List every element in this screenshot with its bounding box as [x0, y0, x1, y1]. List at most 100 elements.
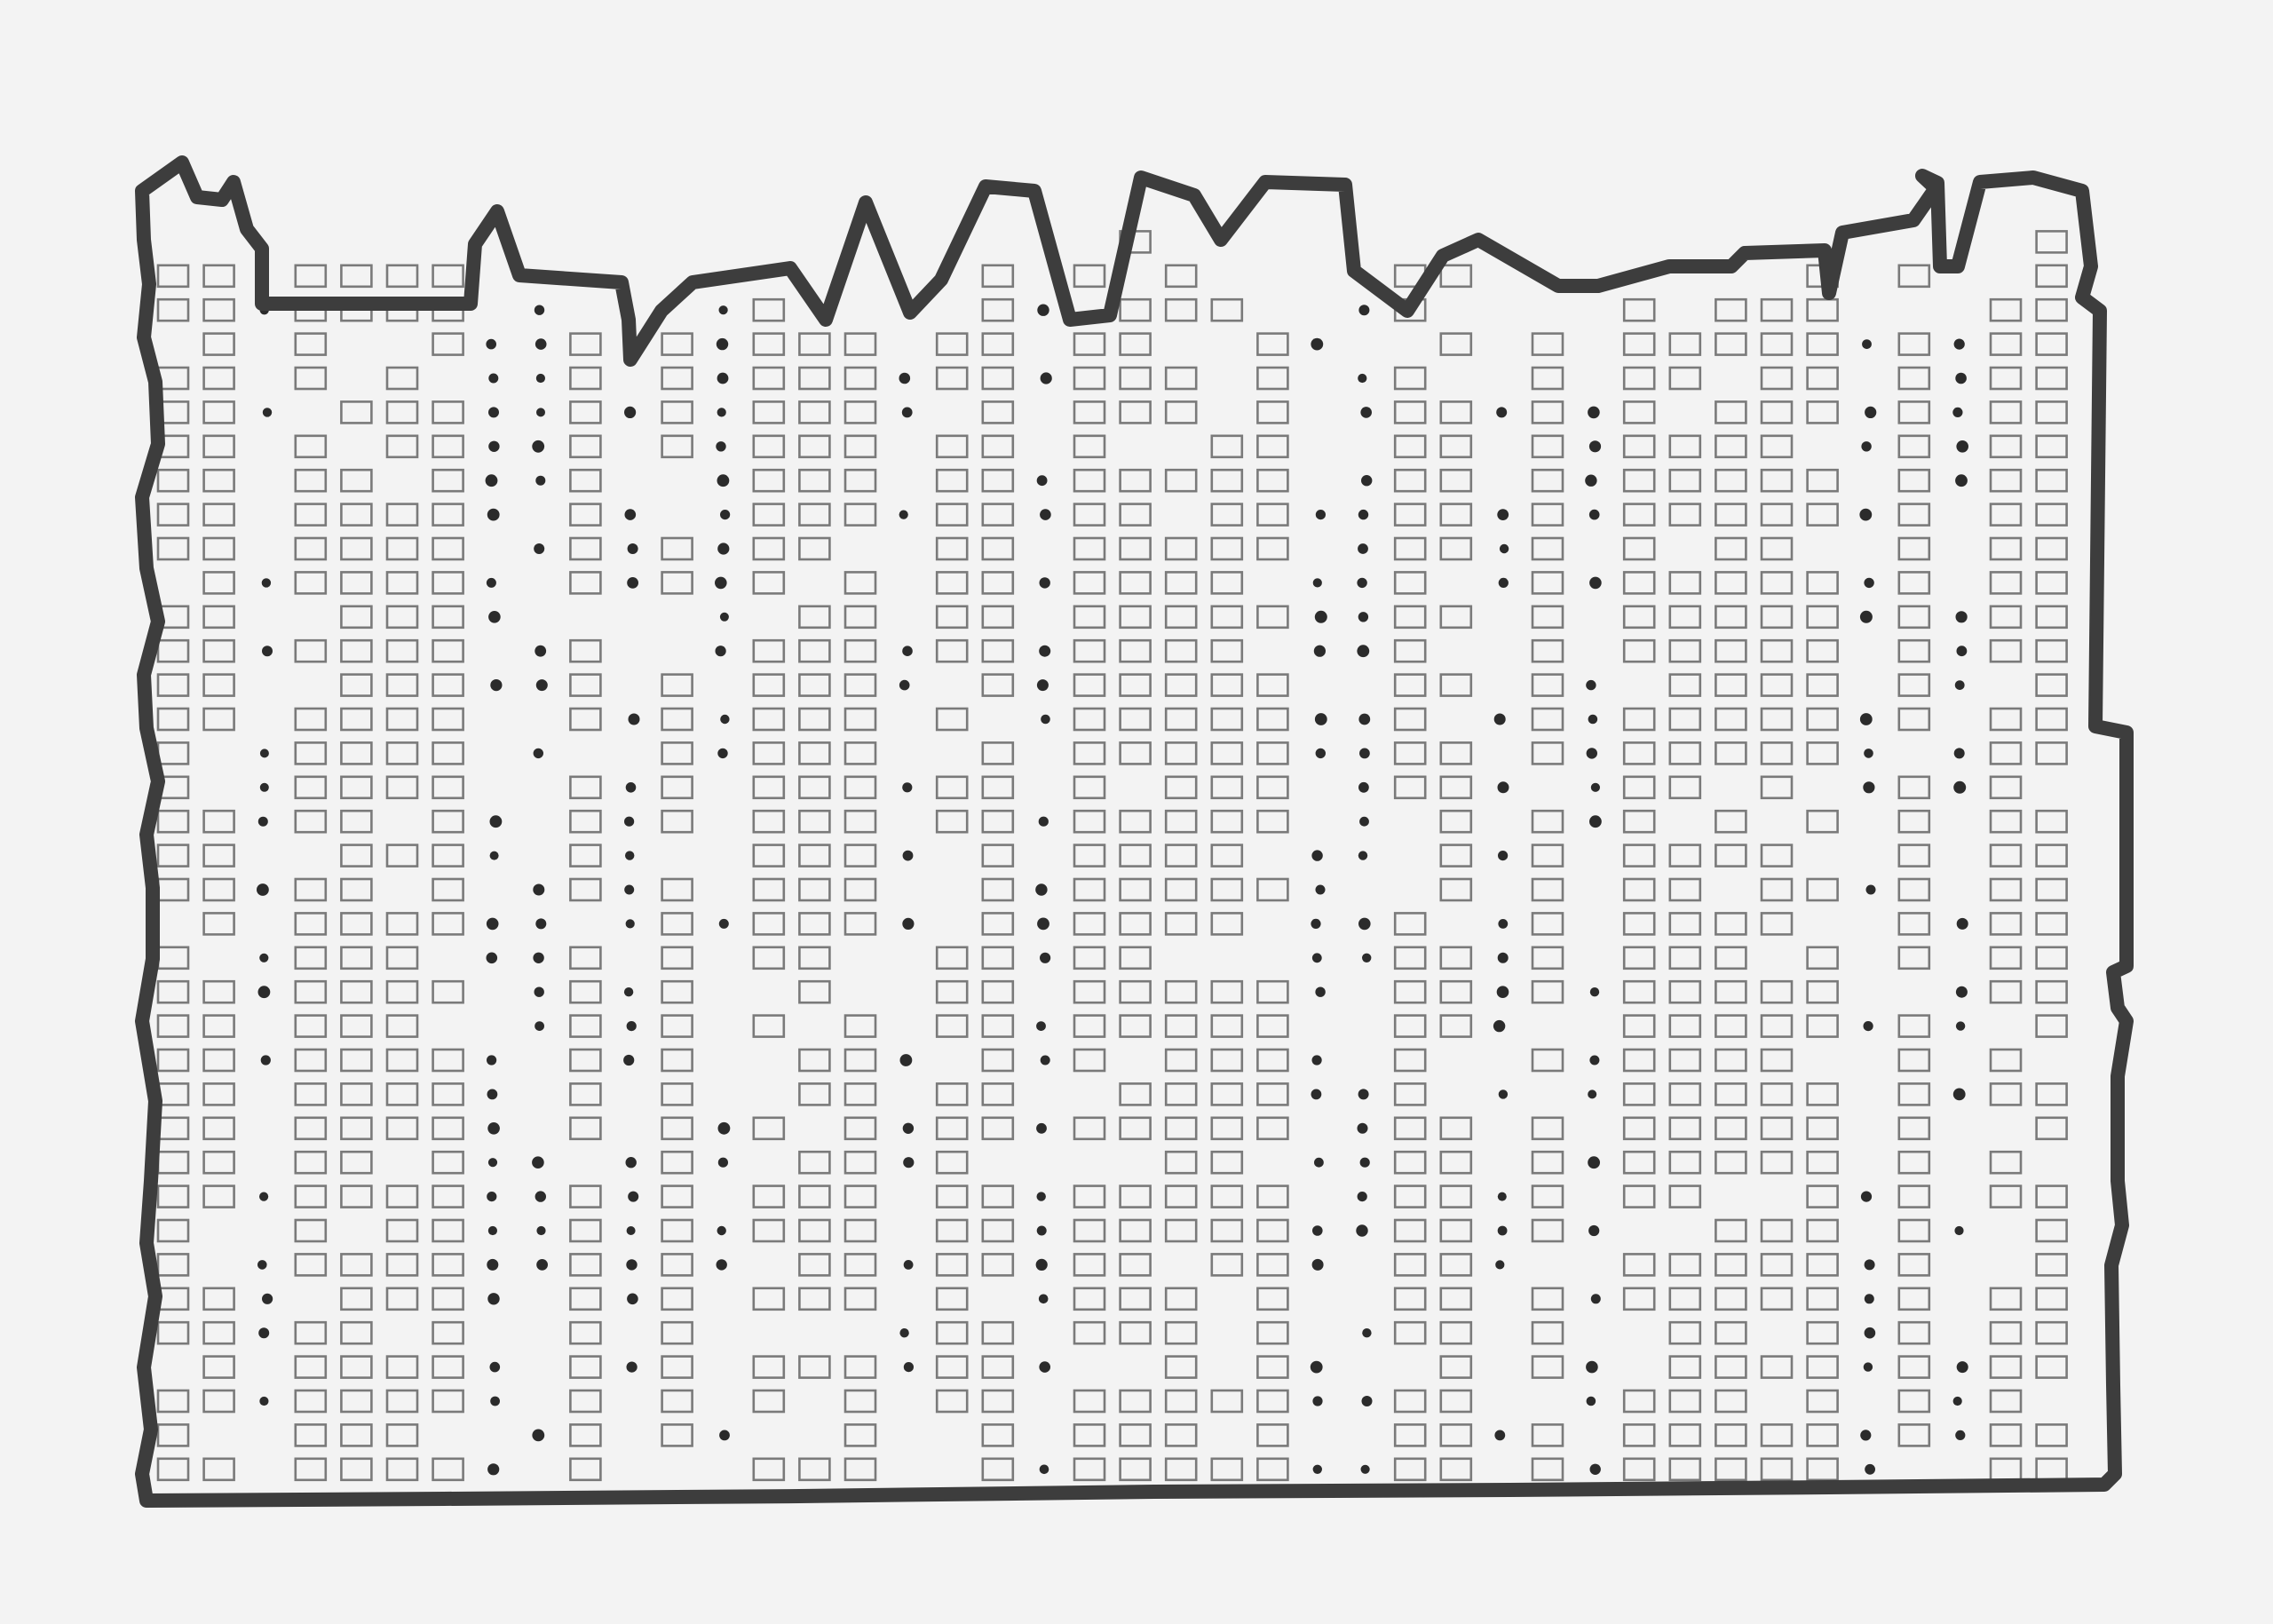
window-square — [156, 503, 190, 527]
window-square — [340, 264, 373, 289]
dot-mark — [532, 1429, 545, 1442]
window-square — [1531, 468, 1564, 493]
window-square — [798, 707, 831, 732]
window-square — [1715, 536, 1747, 561]
dot-mark — [1953, 780, 1967, 794]
window-square — [1622, 809, 1656, 834]
window-grid — [156, 230, 2068, 1482]
dot-mark — [1864, 749, 1873, 758]
window-square — [569, 1287, 602, 1311]
dot-mark — [487, 508, 500, 521]
window-square — [1531, 707, 1564, 732]
window-square — [1439, 1287, 1473, 1311]
window-square — [661, 1389, 693, 1414]
window-square — [1164, 1320, 1198, 1345]
window-square — [294, 1184, 328, 1208]
dot-mark — [533, 952, 544, 964]
window-square — [1989, 503, 2023, 527]
window-square — [1119, 979, 1152, 1004]
window-square — [1668, 979, 1702, 1004]
window-square — [294, 1389, 328, 1414]
dot-mark — [1498, 919, 1509, 929]
window-square — [752, 434, 786, 459]
window-square — [1760, 400, 1794, 424]
dot-mark — [717, 408, 726, 417]
dot-mark — [1864, 1259, 1875, 1271]
window-square — [752, 1184, 786, 1208]
window-square — [1760, 1048, 1794, 1073]
window-square — [1164, 1423, 1198, 1447]
window-square — [1622, 912, 1656, 936]
window-square — [1164, 1389, 1198, 1414]
window-square — [1989, 605, 2023, 630]
window-square — [981, 809, 1015, 834]
window-square — [385, 1423, 419, 1447]
window-square — [2035, 1423, 2068, 1447]
window-square — [1439, 877, 1473, 902]
window-square — [1715, 707, 1747, 732]
dot-mark — [1589, 1463, 1601, 1476]
window-square — [843, 1355, 877, 1379]
window-square — [981, 1218, 1015, 1243]
window-square — [432, 1253, 464, 1277]
dot-mark — [532, 440, 545, 453]
window-square — [1668, 332, 1702, 356]
window-square — [1119, 1320, 1152, 1345]
dot-mark — [486, 917, 499, 931]
dot-mark — [485, 474, 498, 487]
window-square — [1119, 605, 1152, 630]
window-square — [340, 1082, 373, 1106]
window-square — [1760, 1423, 1794, 1447]
dot-mark — [1865, 884, 1876, 895]
dot-mark — [718, 305, 728, 315]
window-square — [935, 1253, 969, 1277]
dot-mark — [1358, 851, 1368, 860]
window-square — [798, 605, 831, 630]
window-square — [2035, 571, 2068, 595]
window-square — [1989, 1150, 2023, 1175]
window-square — [1760, 503, 1794, 527]
dot-mark — [1493, 1019, 1506, 1033]
window-square — [1073, 1320, 1106, 1345]
dot-mark — [1358, 1089, 1369, 1100]
window-square — [569, 638, 602, 663]
window-square — [569, 1116, 602, 1141]
window-square — [432, 638, 464, 663]
dot-mark — [1588, 1089, 1597, 1099]
dot-mark — [1315, 986, 1326, 997]
window-square — [752, 877, 786, 902]
window-square — [1439, 503, 1473, 527]
window-square — [569, 809, 602, 834]
window-square — [1393, 1116, 1427, 1141]
window-square — [1439, 1423, 1473, 1447]
window-square — [1256, 741, 1289, 765]
dot-mark — [902, 850, 914, 861]
window-square — [569, 673, 602, 697]
window-square — [1256, 1184, 1289, 1208]
window-square — [1439, 1116, 1473, 1141]
dot-mark — [1588, 1224, 1600, 1237]
window-square — [1897, 1184, 1931, 1208]
window-square — [843, 1116, 877, 1141]
window-square — [752, 809, 786, 834]
window-square — [569, 468, 602, 493]
dot-mark — [1860, 1191, 1873, 1202]
dot-mark — [1357, 1192, 1367, 1202]
dot-mark — [717, 1225, 726, 1236]
window-square — [752, 707, 786, 732]
window-square — [385, 1253, 419, 1277]
window-square — [340, 1355, 373, 1379]
dot-mark — [1589, 815, 1602, 828]
dot-mark — [1954, 1225, 1964, 1236]
window-square — [1760, 707, 1794, 732]
window-square — [843, 332, 877, 356]
window-square — [202, 605, 235, 630]
window-square — [843, 1457, 877, 1482]
dot-mark — [627, 543, 638, 554]
window-square — [1668, 673, 1702, 697]
window-square — [1806, 1355, 1839, 1379]
window-square — [1210, 877, 1244, 902]
window-square — [1393, 673, 1427, 697]
dot-mark — [717, 748, 728, 759]
window-square — [1622, 400, 1656, 424]
